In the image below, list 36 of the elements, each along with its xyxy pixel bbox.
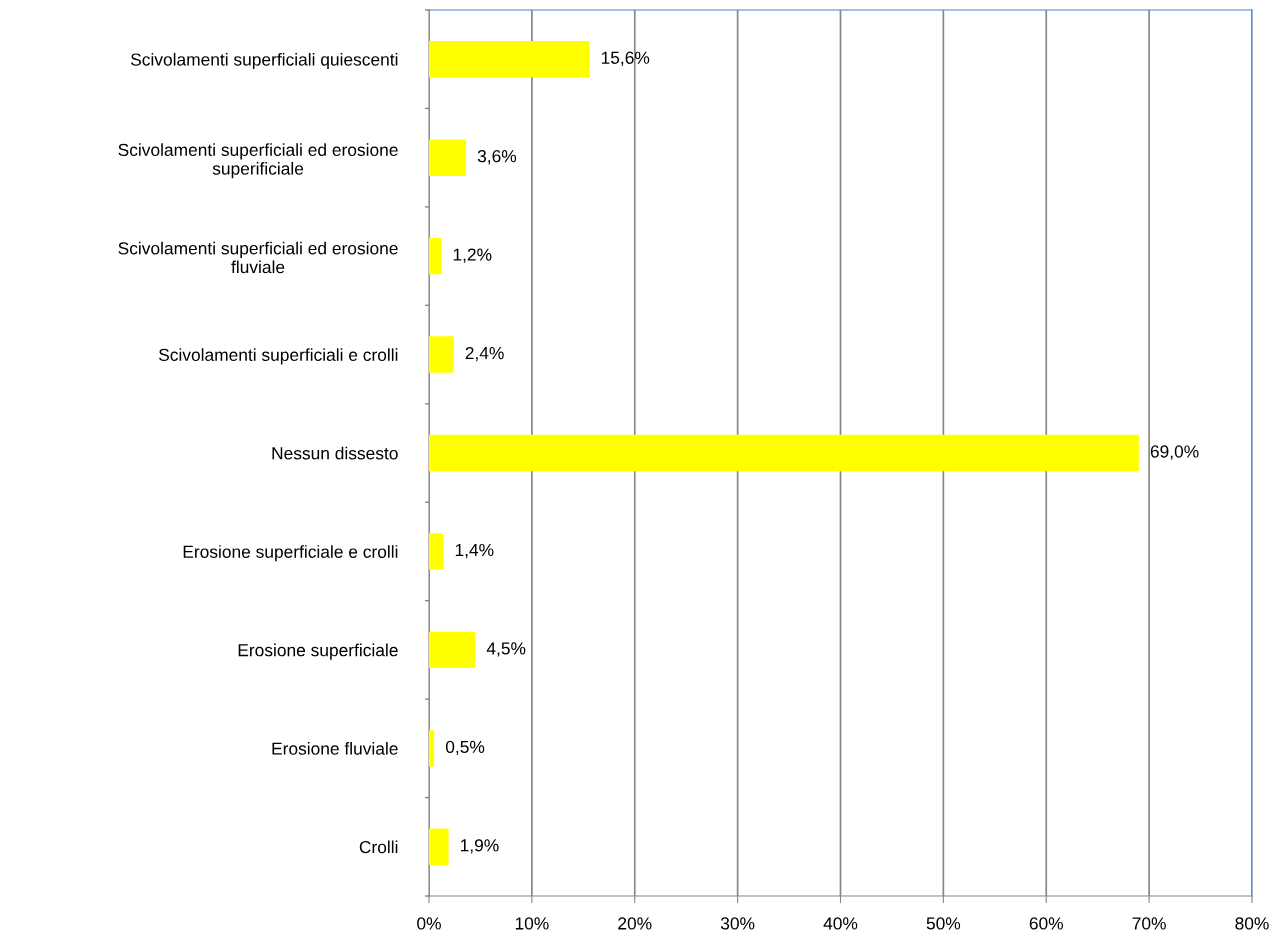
- x-tick-label: 30%: [720, 917, 755, 930]
- data-label: 2,4%: [465, 346, 504, 362]
- bar: [429, 828, 449, 865]
- x-tick-label: 40%: [823, 917, 858, 930]
- bar: [429, 730, 435, 767]
- bar: [429, 237, 442, 275]
- bar: [429, 139, 467, 176]
- y-tick-label: Scivolamenti superficiali e crolli: [158, 348, 398, 365]
- y-tick-label: Erosione superficiale: [238, 643, 398, 660]
- y-tick-label: Erosione fluviale: [272, 742, 398, 755]
- x-tick-label: 70%: [1132, 917, 1166, 930]
- data-label: 1,4%: [455, 543, 494, 559]
- x-tick-label: 20%: [618, 917, 652, 930]
- x-tick-label: 50%: [926, 917, 961, 930]
- y-tick-label: Scivolamenti superficiali ed erosione superificiale: [118, 143, 398, 179]
- y-tick-label: Scivolamenti superficiali ed erosione fluviale: [118, 241, 398, 274]
- y-tick-label: Scivolamenti superficiali quiescenti: [130, 52, 398, 70]
- data-label: 1,2%: [453, 248, 492, 263]
- y-tick-label: Crolli: [359, 840, 398, 854]
- y-tick-label: Erosione superficiale e crolli: [183, 545, 398, 562]
- data-label: 0,5%: [445, 740, 485, 756]
- x-tick-label: 60%: [1029, 917, 1064, 930]
- data-label: 3,6%: [477, 150, 517, 165]
- bar: [429, 631, 476, 669]
- bar: [429, 533, 444, 570]
- x-tick-label: 10%: [515, 917, 549, 930]
- data-label: 69,0%: [1150, 445, 1199, 460]
- x-tick-label: 0%: [417, 917, 441, 930]
- bar: [429, 41, 590, 78]
- bar: [429, 336, 454, 373]
- data-label: 4,5%: [486, 642, 526, 657]
- data-label: 1,9%: [460, 839, 499, 854]
- bar: [429, 434, 1139, 472]
- x-tick-label: 80%: [1235, 917, 1269, 930]
- y-tick-label: Nessun dissesto: [272, 446, 398, 460]
- data-label: 15,6%: [601, 51, 650, 66]
